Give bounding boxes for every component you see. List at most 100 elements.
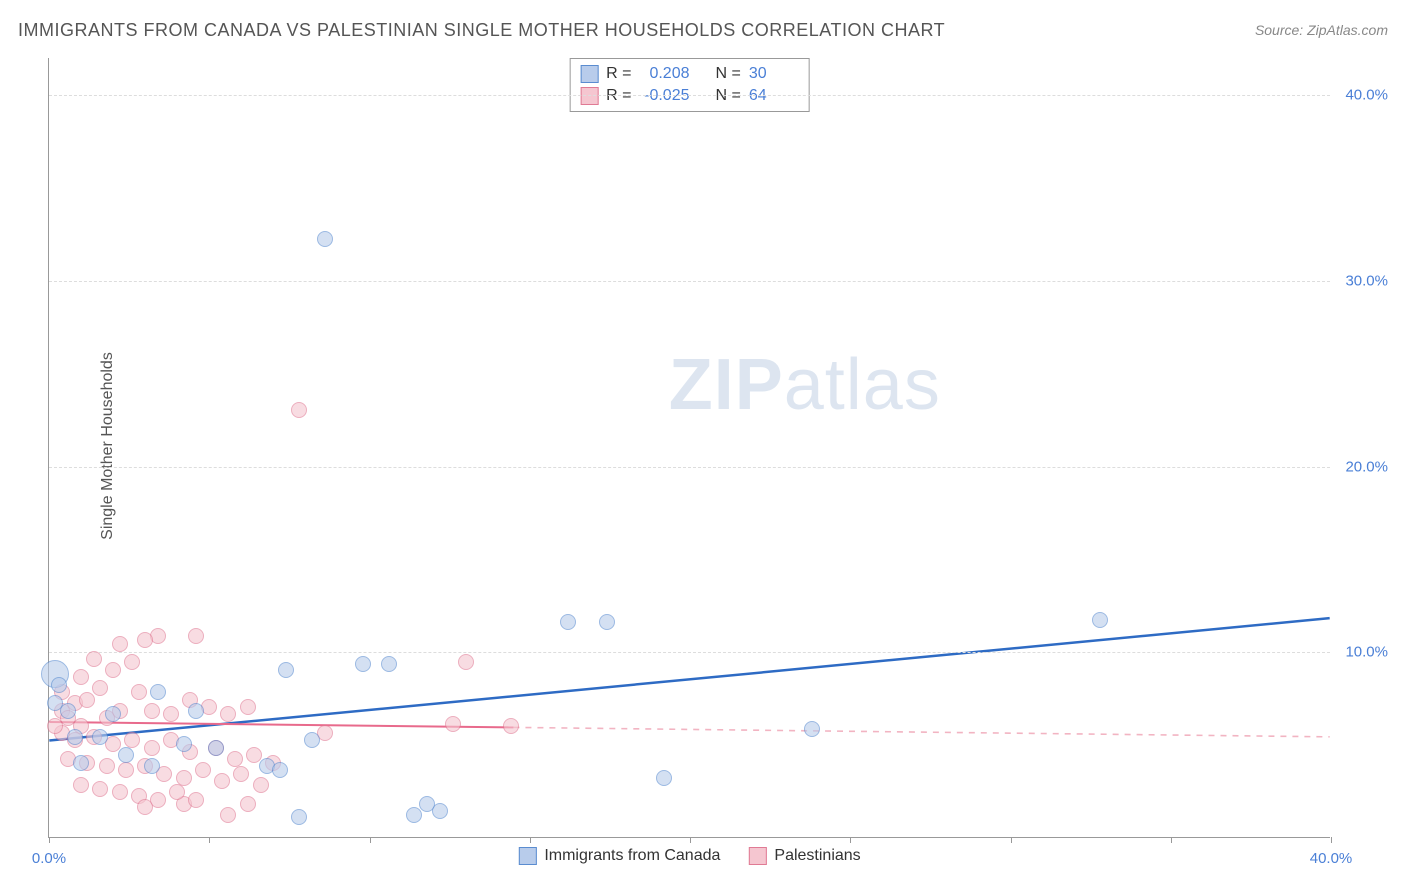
scatter-point xyxy=(131,684,147,700)
scatter-point xyxy=(176,736,192,752)
scatter-point xyxy=(99,758,115,774)
scatter-point xyxy=(195,762,211,778)
gridline-h xyxy=(49,95,1330,96)
scatter-point xyxy=(291,809,307,825)
scatter-point xyxy=(317,231,333,247)
legend-r-label: R = xyxy=(606,65,631,83)
scatter-point xyxy=(92,680,108,696)
legend-bottom: Immigrants from Canada Palestinians xyxy=(518,847,860,865)
scatter-point xyxy=(47,695,63,711)
legend-stats-row: R = 0.208 N = 30 xyxy=(580,63,799,85)
scatter-point xyxy=(419,796,435,812)
scatter-point xyxy=(79,692,95,708)
scatter-point xyxy=(656,770,672,786)
scatter-point xyxy=(458,654,474,670)
scatter-point xyxy=(560,614,576,630)
scatter-point xyxy=(112,636,128,652)
scatter-point xyxy=(240,699,256,715)
scatter-point xyxy=(92,781,108,797)
y-tick-label: 10.0% xyxy=(1345,644,1388,661)
scatter-point xyxy=(503,718,519,734)
trend-line xyxy=(49,618,1329,740)
legend-stats-box: R =0.208N =30R =-0.025N =64 xyxy=(569,58,810,112)
scatter-point xyxy=(105,662,121,678)
watermark: ZIPatlas xyxy=(669,344,941,426)
scatter-point xyxy=(214,773,230,789)
y-tick-label: 20.0% xyxy=(1345,458,1388,475)
source-attribution: Source: ZipAtlas.com xyxy=(1255,22,1388,38)
scatter-point xyxy=(406,807,422,823)
scatter-point xyxy=(67,729,83,745)
scatter-point xyxy=(278,662,294,678)
scatter-point xyxy=(599,614,615,630)
scatter-point xyxy=(47,718,63,734)
legend-series-item: Immigrants from Canada xyxy=(518,847,720,865)
scatter-point xyxy=(188,628,204,644)
x-tick xyxy=(209,837,210,843)
legend-swatch xyxy=(580,65,598,83)
scatter-point xyxy=(51,677,67,693)
y-tick-label: 40.0% xyxy=(1345,87,1388,104)
scatter-point xyxy=(176,770,192,786)
scatter-point xyxy=(163,706,179,722)
scatter-point xyxy=(291,402,307,418)
scatter-point xyxy=(240,796,256,812)
scatter-point xyxy=(112,784,128,800)
legend-swatch xyxy=(748,847,766,865)
scatter-point xyxy=(227,751,243,767)
scatter-point xyxy=(188,703,204,719)
scatter-point xyxy=(208,740,224,756)
scatter-point xyxy=(220,807,236,823)
scatter-point xyxy=(73,755,89,771)
scatter-point xyxy=(1092,612,1108,628)
trend-lines-svg xyxy=(49,58,1330,837)
legend-r-value: 0.208 xyxy=(640,65,690,83)
legend-series-label: Immigrants from Canada xyxy=(544,847,720,865)
scatter-point xyxy=(355,656,371,672)
scatter-point xyxy=(233,766,249,782)
x-tick xyxy=(850,837,851,843)
legend-n-label: N = xyxy=(716,65,741,83)
trend-line xyxy=(49,722,513,727)
trend-line-dashed xyxy=(513,727,1329,736)
scatter-point xyxy=(381,656,397,672)
scatter-point xyxy=(137,799,153,815)
scatter-point xyxy=(137,632,153,648)
plot-area: ZIPatlas R =0.208N =30R =-0.025N =64 Imm… xyxy=(48,58,1330,838)
scatter-point xyxy=(124,654,140,670)
scatter-point xyxy=(150,684,166,700)
scatter-point xyxy=(73,669,89,685)
x-tick xyxy=(1331,837,1332,843)
scatter-point xyxy=(118,762,134,778)
legend-series-item: Palestinians xyxy=(748,847,860,865)
scatter-point xyxy=(272,762,288,778)
scatter-point xyxy=(73,777,89,793)
scatter-point xyxy=(92,729,108,745)
watermark-light: atlas xyxy=(784,345,941,425)
scatter-point xyxy=(220,706,236,722)
chart-title: IMMIGRANTS FROM CANADA VS PALESTINIAN SI… xyxy=(18,20,945,41)
x-tick-label: 40.0% xyxy=(1310,850,1353,867)
x-tick xyxy=(530,837,531,843)
gridline-h xyxy=(49,467,1330,468)
scatter-point xyxy=(169,784,185,800)
scatter-point xyxy=(804,721,820,737)
scatter-point xyxy=(124,732,140,748)
legend-n-value: 30 xyxy=(749,65,799,83)
legend-series-label: Palestinians xyxy=(774,847,860,865)
y-tick-label: 30.0% xyxy=(1345,272,1388,289)
x-tick xyxy=(370,837,371,843)
scatter-point xyxy=(105,706,121,722)
scatter-point xyxy=(253,777,269,793)
scatter-point xyxy=(445,716,461,732)
x-tick xyxy=(49,837,50,843)
scatter-point xyxy=(118,747,134,763)
x-tick-label: 0.0% xyxy=(32,850,66,867)
legend-swatch xyxy=(518,847,536,865)
x-tick xyxy=(1171,837,1172,843)
watermark-bold: ZIP xyxy=(669,345,784,425)
gridline-h xyxy=(49,652,1330,653)
x-tick xyxy=(1011,837,1012,843)
scatter-point xyxy=(188,792,204,808)
gridline-h xyxy=(49,281,1330,282)
